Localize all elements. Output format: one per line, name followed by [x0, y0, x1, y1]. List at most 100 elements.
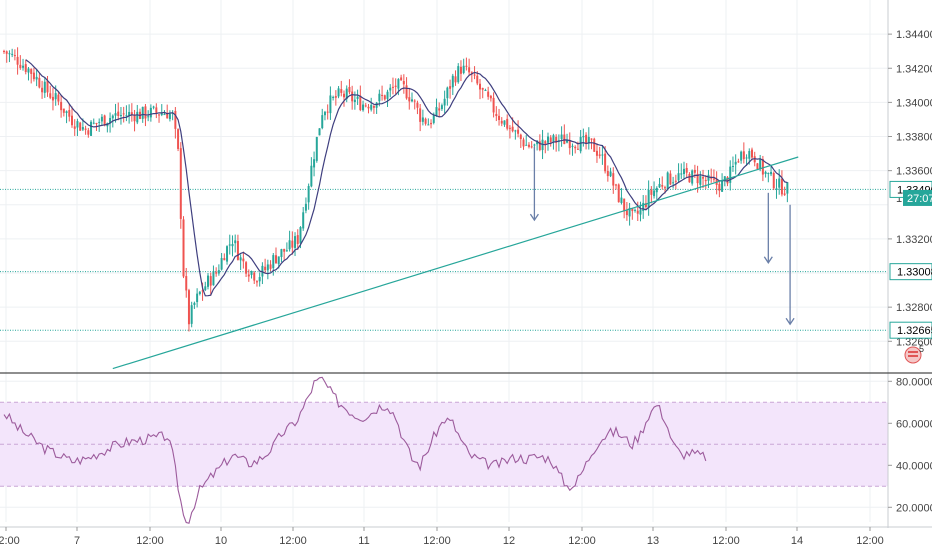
candle-body: [413, 100, 416, 102]
flag-badge-icon[interactable]: 5: [904, 344, 926, 364]
time-tick-label: 12:00: [712, 535, 740, 547]
candle-body: [574, 146, 577, 149]
candle-body: [650, 189, 653, 195]
candle-body: [119, 115, 122, 117]
candle-body: [245, 262, 248, 274]
price-tick-label: 1: [896, 193, 902, 205]
candle-body: [555, 136, 558, 143]
candle-body: [22, 65, 25, 68]
candle-body: [506, 118, 509, 129]
candle-body: [62, 108, 65, 113]
candle-body: [340, 89, 343, 93]
arrow-head: [785, 317, 795, 326]
time-tick-label: 12:00: [423, 535, 451, 547]
countdown-tag: [903, 189, 932, 206]
candle-body: [3, 50, 5, 52]
candle-body: [443, 98, 446, 106]
candle-body: [683, 168, 685, 175]
candle-body: [389, 87, 392, 91]
candle-body: [552, 135, 555, 142]
candle-body: [272, 255, 275, 269]
candle-body: [277, 256, 280, 264]
candle-body: [204, 286, 207, 291]
candle-body: [587, 136, 590, 144]
candle-body: [699, 176, 702, 185]
candle-body: [294, 236, 297, 248]
candle-body: [451, 75, 454, 88]
candle-body: [177, 129, 180, 149]
candle-body: [631, 208, 634, 212]
arrow-head: [763, 256, 773, 264]
candle-body: [642, 202, 645, 211]
rsi-tick-label: 20.0000: [896, 502, 932, 514]
candle-body: [32, 72, 35, 80]
candle-body: [685, 167, 688, 173]
candle-body: [19, 64, 22, 68]
candle-body: [770, 171, 773, 175]
candle-body: [533, 144, 536, 146]
time-tick-label: 10: [215, 535, 227, 547]
candle-body: [288, 240, 291, 250]
candle-body: [299, 227, 302, 244]
arrow-head: [529, 213, 539, 222]
candle-body: [481, 88, 484, 90]
candle-body: [160, 113, 163, 116]
candle-body: [285, 250, 288, 252]
time-tick-label: 14: [791, 535, 803, 547]
candle-body: [764, 171, 767, 174]
candle-body: [416, 102, 419, 108]
time-tick-label: 13: [647, 535, 659, 547]
candle-body: [332, 96, 335, 98]
candle-body: [383, 95, 386, 100]
candle-body: [522, 139, 525, 147]
candle-body: [283, 248, 286, 252]
candle-body: [13, 55, 16, 57]
candle-body: [772, 172, 775, 189]
candle-body: [87, 130, 90, 135]
candle-body: [595, 150, 598, 156]
candle-body: [547, 136, 549, 143]
candle-body: [141, 106, 144, 119]
candle-body: [73, 126, 76, 129]
time-tick-label: 11: [358, 535, 369, 547]
candle-body: [593, 138, 596, 152]
candle-body: [313, 159, 316, 168]
candle-body: [430, 122, 433, 125]
candle-body: [234, 240, 237, 244]
candle-body: [625, 210, 628, 216]
candle-body: [479, 83, 481, 90]
candle-body: [582, 135, 585, 138]
candle-body: [530, 146, 533, 148]
candle-body: [16, 56, 19, 65]
candle-body: [775, 188, 778, 190]
price-axis-tags: 1.3349027:071.330081.32665: [889, 180, 932, 339]
candle-body: [427, 124, 430, 126]
candle-body: [391, 86, 394, 88]
candle-body: [231, 244, 234, 247]
candle-body: [236, 241, 239, 260]
candle-body: [193, 302, 196, 305]
candle-body: [212, 271, 215, 286]
candle-body: [168, 113, 171, 120]
candle-body: [381, 94, 384, 96]
candle-body: [449, 86, 452, 89]
candle-body: [495, 113, 498, 117]
trendline[interactable]: [112, 156, 799, 370]
candle-body: [454, 76, 457, 83]
candle-body: [707, 174, 710, 181]
candle-body: [402, 81, 405, 85]
price-tick-label: 1.32800: [896, 302, 932, 314]
candle-body: [601, 154, 604, 156]
time-tick-label: 7: [74, 535, 80, 547]
price-tick-label: 1.33600: [896, 166, 932, 178]
candle-body: [51, 96, 54, 101]
axes: [0, 0, 932, 528]
moving-average-series: [25, 59, 788, 297]
candle-body: [321, 115, 324, 129]
candle-body: [27, 68, 30, 73]
candle-body: [174, 110, 177, 129]
candle-body: [742, 151, 745, 160]
arrow-annotations[interactable]: [529, 146, 795, 326]
candle-body: [90, 121, 93, 136]
candle-body: [400, 77, 403, 81]
